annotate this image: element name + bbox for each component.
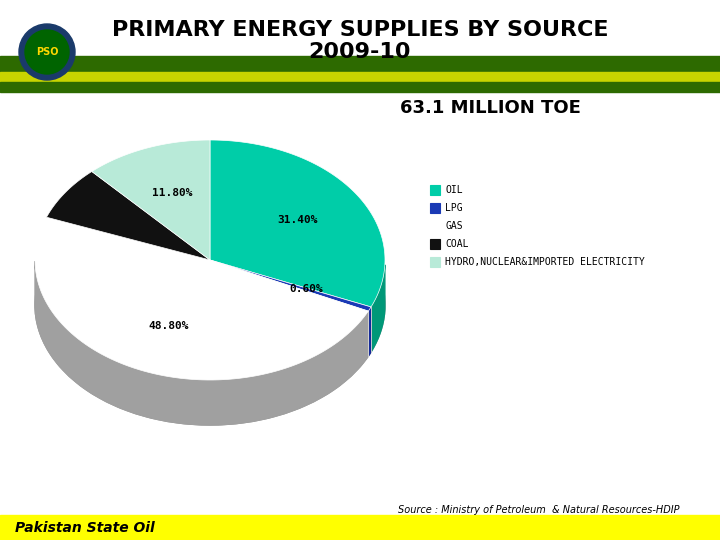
Polygon shape <box>210 140 385 307</box>
Polygon shape <box>369 307 371 356</box>
Text: 63.1 MILLION TOE: 63.1 MILLION TOE <box>400 99 580 117</box>
Text: 11.80%: 11.80% <box>152 188 192 198</box>
Text: COAL: COAL <box>445 239 469 249</box>
Polygon shape <box>35 217 369 380</box>
Circle shape <box>19 24 75 80</box>
Text: LPG: LPG <box>445 203 463 213</box>
Text: OIL: OIL <box>445 185 463 195</box>
Text: 31.40%: 31.40% <box>277 215 318 225</box>
Text: HYDRO,NUCLEAR&IMPORTED ELECTRICITY: HYDRO,NUCLEAR&IMPORTED ELECTRICITY <box>445 257 644 267</box>
Text: Pakistan State Oil: Pakistan State Oil <box>15 521 155 535</box>
Text: Source : Ministry of Petroleum  & Natural Resources-HDIP: Source : Ministry of Petroleum & Natural… <box>398 505 680 515</box>
Bar <box>0 515 720 540</box>
Polygon shape <box>210 260 371 311</box>
Polygon shape <box>371 265 385 352</box>
Bar <box>430 221 440 231</box>
Bar <box>0 72 720 82</box>
Bar <box>0 56 720 72</box>
Bar <box>430 185 440 195</box>
Text: PRIMARY ENERGY SUPPLIES BY SOURCE: PRIMARY ENERGY SUPPLIES BY SOURCE <box>112 20 608 40</box>
Circle shape <box>25 30 69 74</box>
Text: 2009-10: 2009-10 <box>309 42 411 62</box>
Text: GAS: GAS <box>445 221 463 231</box>
Polygon shape <box>35 261 369 425</box>
Bar <box>0 82 720 92</box>
Bar <box>430 239 440 249</box>
Text: PSO: PSO <box>36 47 58 57</box>
Bar <box>430 257 440 267</box>
Bar <box>430 203 440 213</box>
Text: 48.80%: 48.80% <box>148 321 189 331</box>
Ellipse shape <box>35 185 385 425</box>
Polygon shape <box>92 140 210 260</box>
Text: 0.60%: 0.60% <box>289 285 323 294</box>
Polygon shape <box>47 172 210 260</box>
